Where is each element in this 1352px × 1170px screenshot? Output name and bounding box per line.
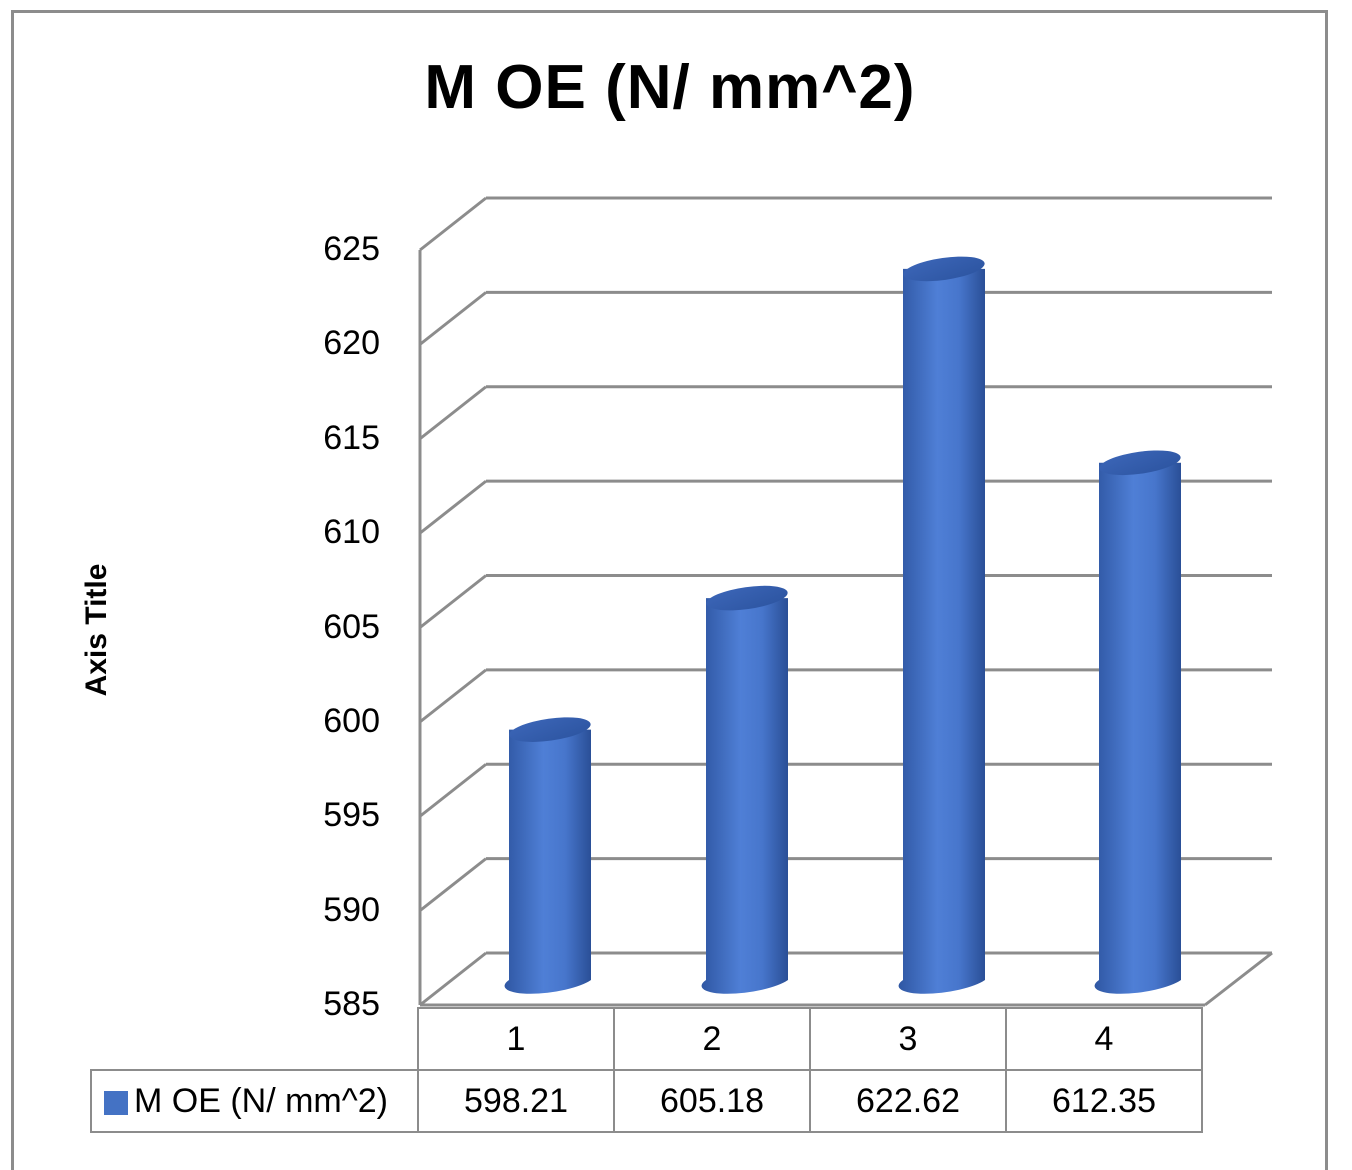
bar-3 [898, 256, 985, 994]
y-tick-label: 600 [323, 701, 380, 740]
y-tick-label: 620 [323, 324, 380, 363]
category-4: 4 [1005, 1007, 1203, 1071]
y-tick-label: 610 [323, 513, 380, 552]
value-1: 598.21 [417, 1069, 615, 1133]
category-2: 2 [613, 1007, 811, 1071]
value-4: 612.35 [1005, 1069, 1203, 1133]
bar-4 [1094, 450, 1181, 994]
bars [504, 256, 1181, 994]
y-tick-label: 590 [323, 890, 380, 929]
y-tick-label: 595 [323, 796, 380, 835]
y-tick-label: 605 [323, 607, 380, 646]
legend-label: M OE (N/ mm^2) [134, 1081, 388, 1120]
bar-1 [504, 717, 591, 994]
legend-entry: M OE (N/ mm^2) [90, 1069, 419, 1133]
y-tick-label: 625 [323, 230, 380, 268]
y-tick-label: 615 [323, 418, 380, 457]
legend-swatch-icon [104, 1090, 128, 1115]
value-2: 605.18 [613, 1069, 811, 1133]
bar-2 [701, 585, 788, 994]
chart-title: M OE (N/ mm^2) [424, 53, 916, 122]
chart-frame [11, 10, 1328, 1170]
value-3: 622.62 [809, 1069, 1007, 1133]
category-1: 1 [417, 1007, 615, 1071]
category-3: 3 [809, 1007, 1007, 1071]
data-table: 1 2 3 4 M OE (N/ mm^2) 598.21 605.18 622… [90, 1007, 1203, 1133]
